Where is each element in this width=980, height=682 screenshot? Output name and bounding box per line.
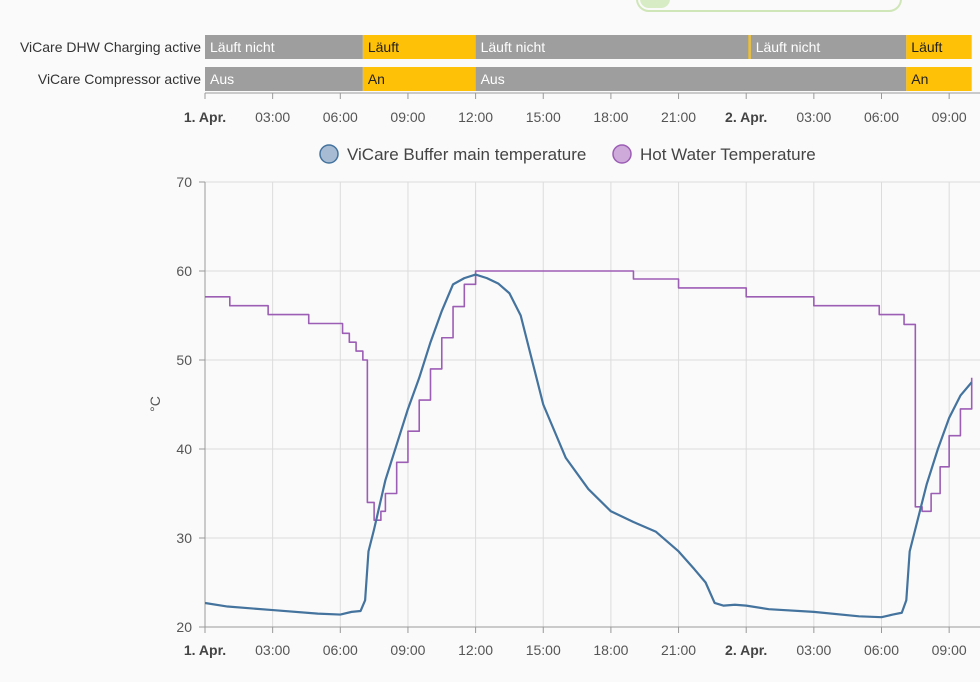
timeline-segment-off[interactable]: [475, 35, 749, 59]
y-tick-label: 20: [176, 619, 192, 635]
x-tick-label: 18:00: [593, 642, 628, 658]
x-tick-label: 2. Apr.: [725, 642, 767, 658]
x-tick-label: 09:00: [390, 642, 425, 658]
timeline-row-label: ViCare DHW Charging active: [20, 39, 201, 55]
timeline-tick-label: 2. Apr.: [725, 109, 767, 125]
timeline-segment-on[interactable]: [906, 67, 972, 91]
timeline-segment-label: Läuft: [911, 39, 942, 55]
timeline-segment-on[interactable]: [362, 35, 476, 59]
x-tick-label: 06:00: [864, 642, 899, 658]
timeline-tick-label: 03:00: [255, 109, 290, 125]
x-tick-label: 03:00: [255, 642, 290, 658]
timeline-x-axis: 1. Apr. 03:00 06:00 09:00 12:00 15:00 18:00 21:…: [184, 92, 980, 125]
timeline-segment-label: Läuft nicht: [756, 39, 821, 55]
timeline-segment-on[interactable]: [362, 67, 476, 91]
timeline-segment-label: Läuft nicht: [481, 39, 546, 55]
timeline-segment-label: Aus: [481, 71, 505, 87]
timeline-tick-label: 12:00: [458, 109, 493, 125]
series-line-buffer: [205, 273, 973, 619]
timeline-panel: ViCare DHW Charging active Läuft nicht Läu…: [20, 35, 972, 91]
timeline-segment-label: Läuft nicht: [210, 39, 275, 55]
timeline-tick-label: 03:00: [796, 109, 831, 125]
x-tick-label: 12:00: [458, 642, 493, 658]
y-tick-label: 70: [176, 174, 192, 190]
timeline-segment-off[interactable]: [205, 67, 363, 91]
y-tick-label: 40: [176, 441, 192, 457]
x-tick-label: 1. Apr.: [184, 642, 226, 658]
timeline-segment-on[interactable]: [748, 35, 751, 59]
x-tick-label: 03:00: [796, 642, 831, 658]
x-tick-label: 21:00: [661, 642, 696, 658]
x-tick-label: 06:00: [323, 642, 358, 658]
timeline-segment-off[interactable]: [750, 35, 907, 59]
plot-lines: [205, 270, 973, 619]
x-axis: 1. Apr. 03:00 06:00 09:00 12:00 15:00 18:00 21:…: [184, 626, 980, 658]
timeline-segment-label: An: [911, 71, 928, 87]
x-tick-label: 15:00: [526, 642, 561, 658]
toggle-knob[interactable]: [640, 0, 670, 8]
timeline-segment-label: An: [368, 71, 385, 87]
timeline-tick-label: 06:00: [864, 109, 899, 125]
chart-legend[interactable]: ViCare Buffer main temperature Hot Water…: [319, 144, 816, 164]
timeline-tick-label: 09:00: [932, 109, 967, 125]
y-tick-label: 50: [176, 352, 192, 368]
legend-marker-hot-water[interactable]: [612, 144, 632, 164]
timeline-segment-off[interactable]: [475, 67, 907, 91]
y-tick-label: 30: [176, 530, 192, 546]
y-axis-label: °C: [147, 396, 163, 412]
timeline-segment-label: Aus: [210, 71, 234, 87]
timeline-segment-on[interactable]: [906, 35, 972, 59]
timeline-tick-label: 18:00: [593, 109, 628, 125]
timeline-tick-label: 06:00: [323, 109, 358, 125]
series-line-hot-water: [205, 270, 973, 521]
timeline-tick-label: 09:00: [390, 109, 425, 125]
legend-label-hot-water[interactable]: Hot Water Temperature: [640, 145, 816, 164]
x-tick-label: 09:00: [932, 642, 967, 658]
legend-label-buffer[interactable]: ViCare Buffer main temperature: [347, 145, 586, 164]
timeline-tick-label: 21:00: [661, 109, 696, 125]
plot-grid: [205, 181, 980, 628]
timeline-segment-label: Läuft: [368, 39, 399, 55]
y-tick-label: 60: [176, 263, 192, 279]
timeline-tick-label: 1. Apr.: [184, 109, 226, 125]
timeline-segment-off[interactable]: [205, 35, 363, 59]
timeline-tick-label: 15:00: [526, 109, 561, 125]
y-axis: 20 30 40 50 60 70: [176, 174, 206, 635]
timeline-row-label: ViCare Compressor active: [38, 71, 201, 87]
legend-marker-buffer[interactable]: [319, 144, 339, 164]
